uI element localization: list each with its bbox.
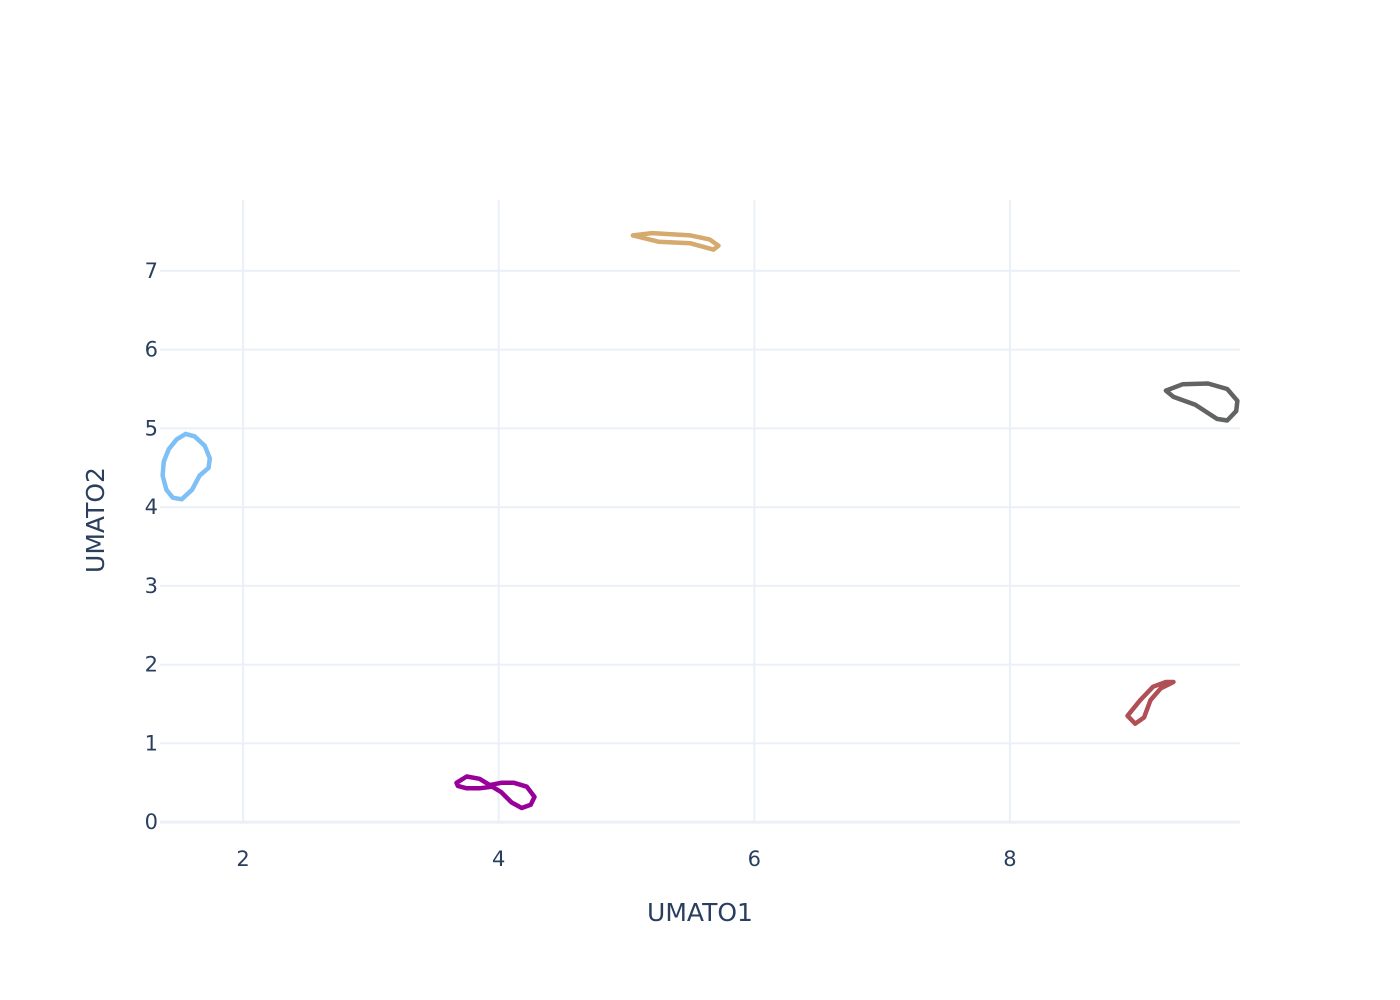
gridlines xyxy=(160,200,1240,824)
y-tick-label: 1 xyxy=(145,731,158,755)
x-tick-label: 2 xyxy=(236,847,249,871)
y-tick-label: 6 xyxy=(145,338,158,362)
x-axis-title: UMATO1 xyxy=(647,898,753,927)
series-trace-3 xyxy=(630,230,721,252)
y-tick-label: 3 xyxy=(145,574,158,598)
y-axis-title: UMATO2 xyxy=(81,467,110,573)
y-tick-label: 0 xyxy=(145,810,158,834)
y-tick-label: 7 xyxy=(145,259,158,283)
x-tick-label: 4 xyxy=(492,847,505,871)
series-trace-4 xyxy=(1163,381,1240,423)
series-trace-2 xyxy=(454,774,537,811)
y-tick-label: 4 xyxy=(145,495,158,519)
y-tick-label: 5 xyxy=(145,416,158,440)
series-trace-5 xyxy=(1125,679,1176,726)
tick-labels: 2 4 6 8 0 1 2 3 4 5 6 7 xyxy=(145,259,1017,871)
y-tick-label: 2 xyxy=(145,653,158,677)
series-trace-1 xyxy=(160,431,213,502)
x-tick-label: 8 xyxy=(1003,847,1016,871)
series-layer xyxy=(160,230,1240,811)
x-tick-label: 6 xyxy=(748,847,761,871)
